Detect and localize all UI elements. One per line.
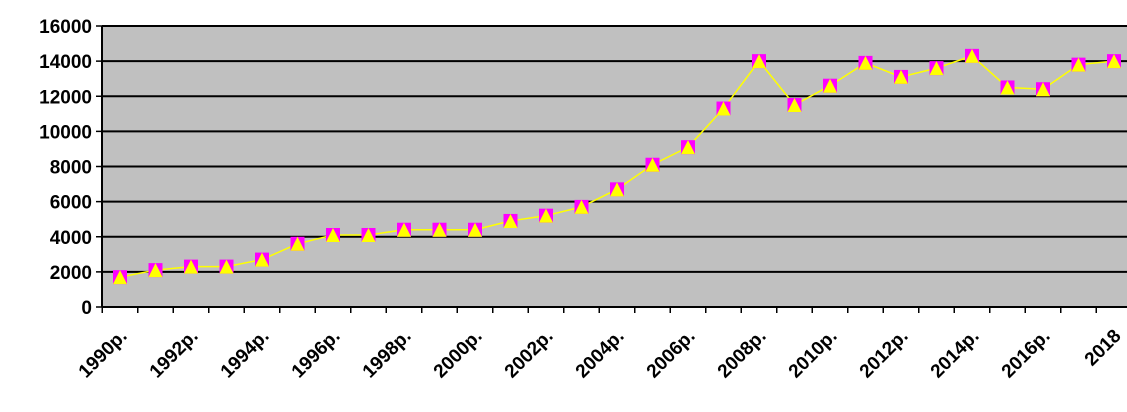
data-point-triangle — [1000, 80, 1015, 95]
data-point-triangle — [574, 199, 589, 214]
data-point-triangle — [965, 48, 979, 63]
x-tick-labels: 1990р. 1992р. 1994р. 1996р. 1998р. 2000р. 2002… — [75, 326, 1126, 383]
data-point-triangle — [645, 157, 660, 172]
x-tick-label: 2002р. — [501, 326, 558, 383]
y-tick-label: 10000 — [39, 122, 92, 143]
x-tick-label: 2008р. — [714, 326, 771, 383]
x-tick-label: 1996р. — [288, 326, 345, 383]
y-tick-label: 2000 — [50, 263, 92, 284]
data-point-triangle — [823, 78, 837, 93]
data-point-triangle — [539, 208, 553, 223]
y-tick-label: 12000 — [39, 87, 92, 108]
data-point-triangle — [326, 227, 340, 242]
y-tick-label: 6000 — [50, 193, 92, 214]
data-point-triangle — [184, 259, 198, 274]
data-point-triangle — [255, 252, 269, 267]
data-point-triangle — [929, 61, 944, 76]
x-tick-label: 1992р. — [146, 326, 203, 383]
x-tick-label: 1994р. — [217, 326, 274, 383]
data-point-triangle — [1071, 57, 1086, 72]
series-1 — [113, 48, 1121, 285]
data-point-triangle — [1107, 54, 1121, 69]
x-tick-label: 2006р. — [643, 326, 700, 383]
x-tick-label: 2016р. — [998, 326, 1055, 383]
x-tick-label: 2018 — [1081, 326, 1126, 371]
y-tick-label: 0 — [81, 298, 92, 319]
data-point-triangle — [610, 182, 624, 197]
data-point-triangle — [397, 222, 411, 237]
data-point-triangle — [432, 222, 447, 237]
y-tick-label: 4000 — [50, 228, 92, 249]
x-tick-label: 2014р. — [927, 326, 984, 383]
data-point-triangle — [148, 263, 163, 278]
data-point-triangle — [113, 270, 127, 285]
data-point-triangle — [1036, 82, 1050, 97]
y-tick-label: 16000 — [39, 17, 92, 38]
data-point-triangle — [858, 55, 873, 70]
x-tick-label: 2012р. — [856, 326, 913, 383]
x-tick-label: 2010р. — [785, 326, 842, 383]
data-point-triangle — [681, 140, 695, 155]
x-tick-label: 2000р. — [430, 326, 487, 383]
y-tick-label: 8000 — [50, 158, 92, 179]
data-point-triangle — [361, 227, 376, 242]
data-point-triangle — [290, 236, 305, 251]
x-tick-label: 1990р. — [75, 326, 132, 383]
axes — [101, 26, 1127, 313]
data-point-triangle — [894, 69, 908, 84]
gridlines — [96, 25, 1127, 308]
data-point-triangle — [716, 101, 731, 116]
data-point-triangle — [503, 213, 518, 228]
data-point-triangle — [752, 54, 766, 69]
data-point-triangle — [787, 98, 802, 113]
x-tick-label: 2004р. — [572, 326, 629, 383]
data-point-triangle — [468, 222, 482, 237]
x-tick-label: 1998р. — [359, 326, 416, 383]
y-tick-labels: 0 2000 4000 6000 8000 10000 12000 14000 16000 — [39, 17, 92, 319]
data-point-triangle — [219, 259, 234, 274]
y-tick-label: 14000 — [39, 52, 92, 73]
